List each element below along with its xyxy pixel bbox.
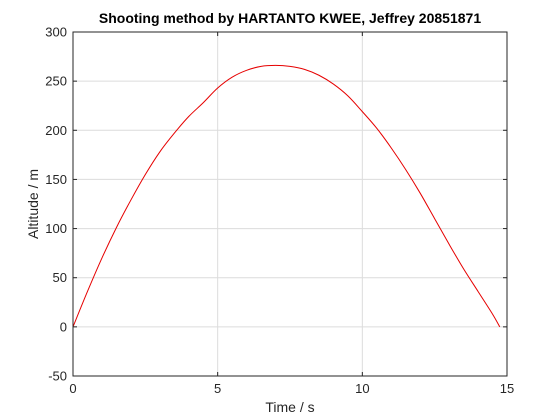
y-tick-label: 250 (45, 74, 67, 89)
y-tick-label: -50 (48, 369, 67, 384)
x-axis-label: Time / s (265, 399, 314, 415)
altitude-series-line (72, 64, 501, 328)
series-layer (72, 64, 501, 328)
plot-area (73, 32, 507, 376)
x-tick-label: 5 (214, 381, 221, 396)
y-tick-label: 100 (45, 221, 67, 236)
y-tick-label: 150 (45, 172, 67, 187)
chart-title: Shooting method by HARTANTO KWEE, Jeffre… (99, 10, 481, 26)
x-tick-label: 15 (500, 381, 514, 396)
grid (72, 31, 508, 377)
x-tick-label: 0 (69, 381, 76, 396)
y-tick-label: 50 (53, 270, 67, 285)
y-axis-label: Altitude / m (25, 169, 41, 239)
x-tick-label: 10 (355, 381, 369, 396)
axes-box (72, 31, 508, 377)
y-tick-label: 0 (60, 319, 67, 334)
y-tick-label: 200 (45, 123, 67, 138)
y-tick-label: 300 (45, 25, 67, 40)
